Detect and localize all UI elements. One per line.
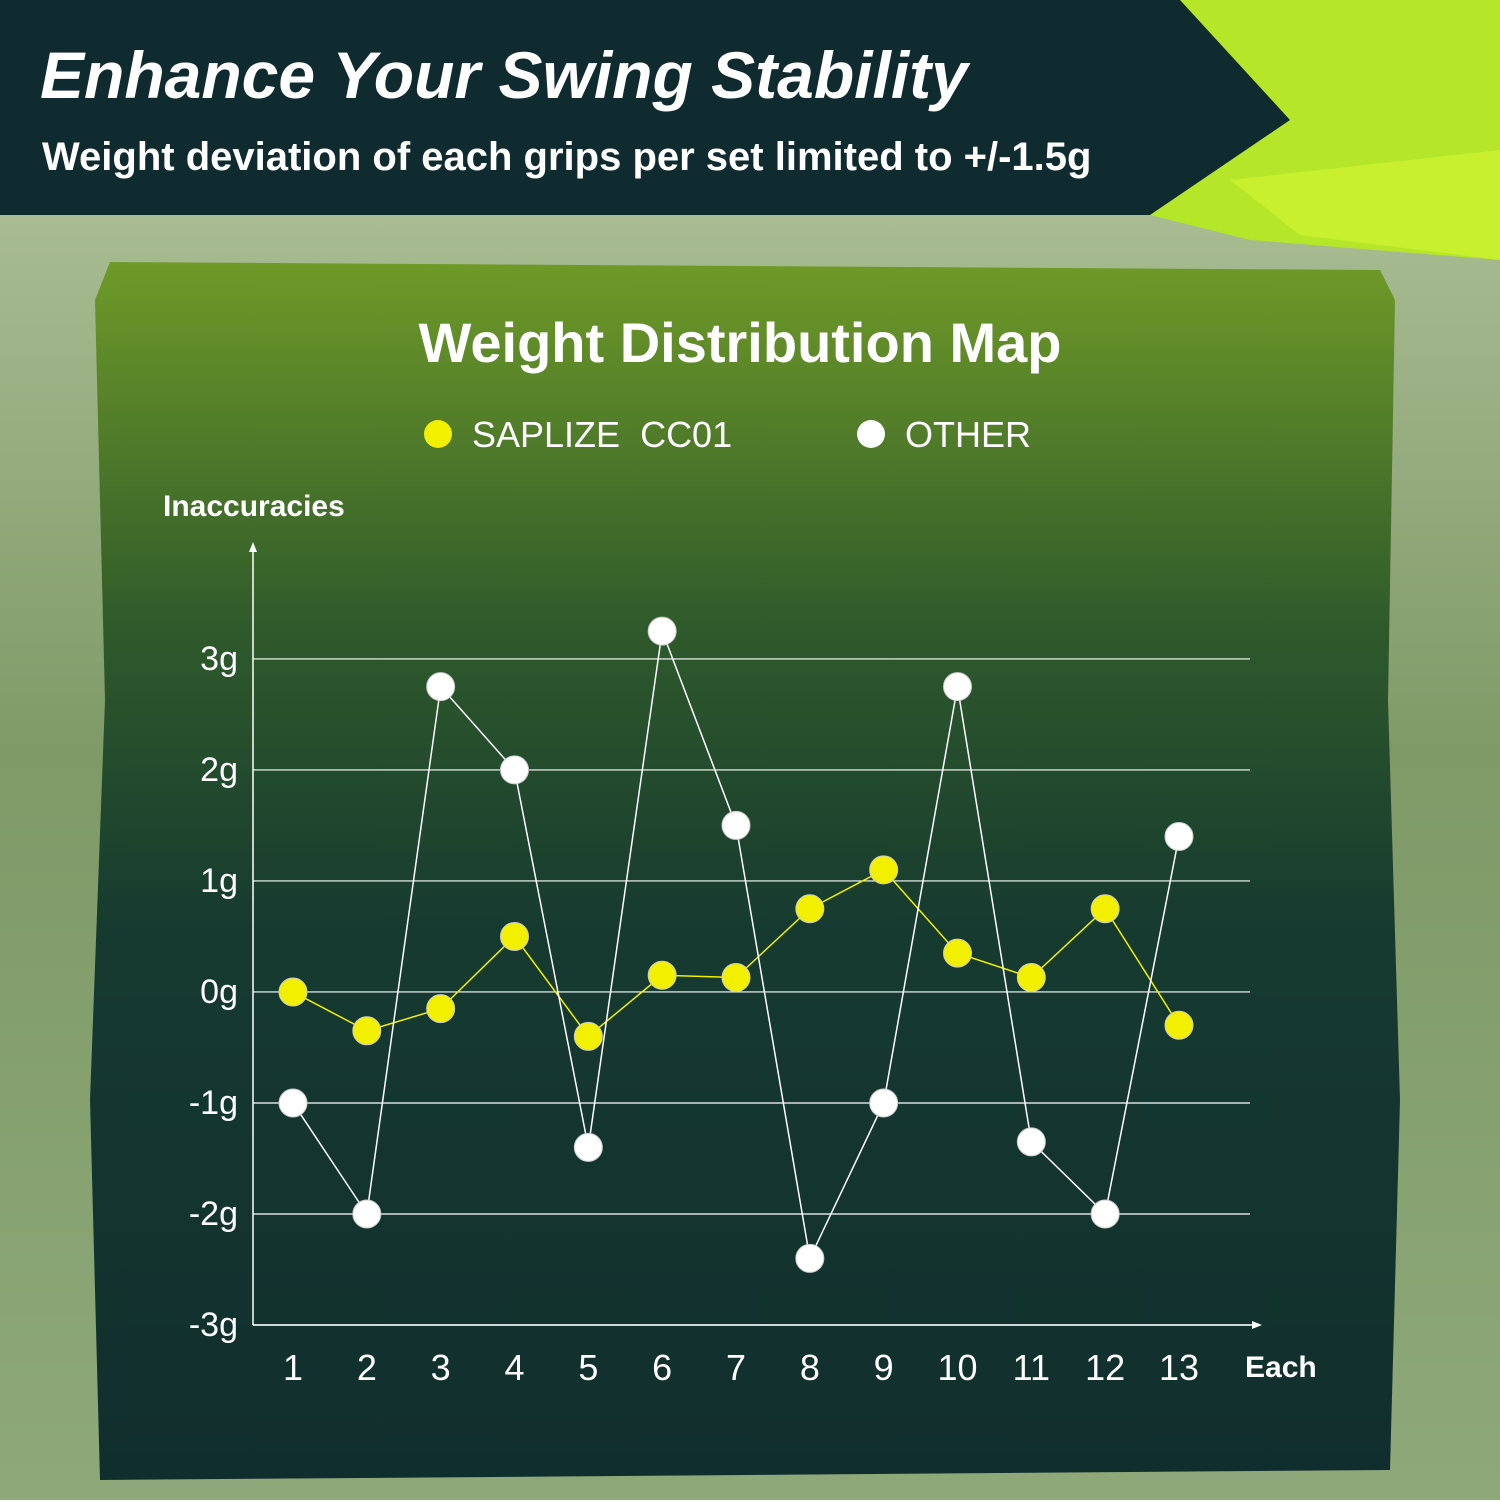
data-point (1016, 1127, 1046, 1157)
data-point (278, 977, 308, 1007)
data-point (721, 810, 751, 840)
chart-panel (90, 262, 1400, 1480)
data-point (869, 855, 899, 885)
y-tick-label: 0g (200, 973, 238, 1011)
data-point (795, 1243, 825, 1273)
data-point (352, 1016, 382, 1046)
y-axis-label: Inaccuracies (163, 490, 345, 523)
data-point (500, 755, 529, 785)
data-point (1164, 1010, 1194, 1040)
data-point (869, 1088, 899, 1118)
data-point (721, 963, 751, 993)
x-tick-label: 8 (800, 1347, 820, 1388)
y-tick-label: 3g (200, 640, 238, 678)
x-tick-label: 2 (357, 1347, 377, 1388)
data-point (1090, 1199, 1120, 1229)
data-point (573, 1132, 603, 1162)
data-point (647, 616, 677, 646)
x-tick-label: 5 (578, 1347, 598, 1388)
y-tick-label: -1g (189, 1084, 238, 1122)
data-point (500, 921, 529, 951)
x-tick-label: 6 (652, 1347, 672, 1388)
legend-marker (857, 420, 885, 448)
x-tick-label: 3 (431, 1347, 451, 1388)
x-tick-label: 7 (726, 1347, 746, 1388)
data-point (1164, 822, 1194, 852)
data-point (647, 960, 677, 990)
x-axis-label: Each (1245, 1351, 1317, 1384)
page-title: Enhance Your Swing Stability (40, 38, 971, 112)
x-tick-label: 11 (1013, 1347, 1050, 1388)
data-point (352, 1199, 382, 1229)
y-tick-label: 2g (200, 751, 238, 789)
data-point (943, 938, 972, 968)
data-point (426, 672, 456, 702)
y-tick-label: -3g (189, 1306, 238, 1344)
y-tick-label: 1g (200, 862, 238, 900)
x-tick-label: 1 (283, 1347, 303, 1388)
lime-stroke (1230, 150, 1500, 260)
y-axis-arrow (249, 542, 257, 552)
x-tick-label: 12 (1085, 1347, 1125, 1388)
x-axis-arrow (1252, 1321, 1262, 1329)
legend-label: SAPLIZE CC01 (472, 414, 732, 455)
data-point (426, 994, 456, 1024)
data-point (943, 672, 972, 702)
data-point (1016, 963, 1046, 993)
x-tick-label: 4 (504, 1347, 524, 1388)
data-point (278, 1088, 308, 1118)
data-point (1090, 894, 1120, 924)
y-tick-label: -2g (189, 1195, 238, 1233)
legend-label: OTHER (905, 414, 1031, 455)
x-tick-label: 9 (874, 1347, 894, 1388)
data-point (795, 894, 825, 924)
data-point (573, 1021, 603, 1051)
chart-title: Weight Distribution Map (419, 311, 1062, 374)
page-subtitle: Weight deviation of each grips per set l… (42, 135, 1091, 179)
x-tick-label: 13 (1159, 1347, 1199, 1388)
legend-marker (424, 420, 452, 448)
x-tick-label: 10 (937, 1347, 977, 1388)
